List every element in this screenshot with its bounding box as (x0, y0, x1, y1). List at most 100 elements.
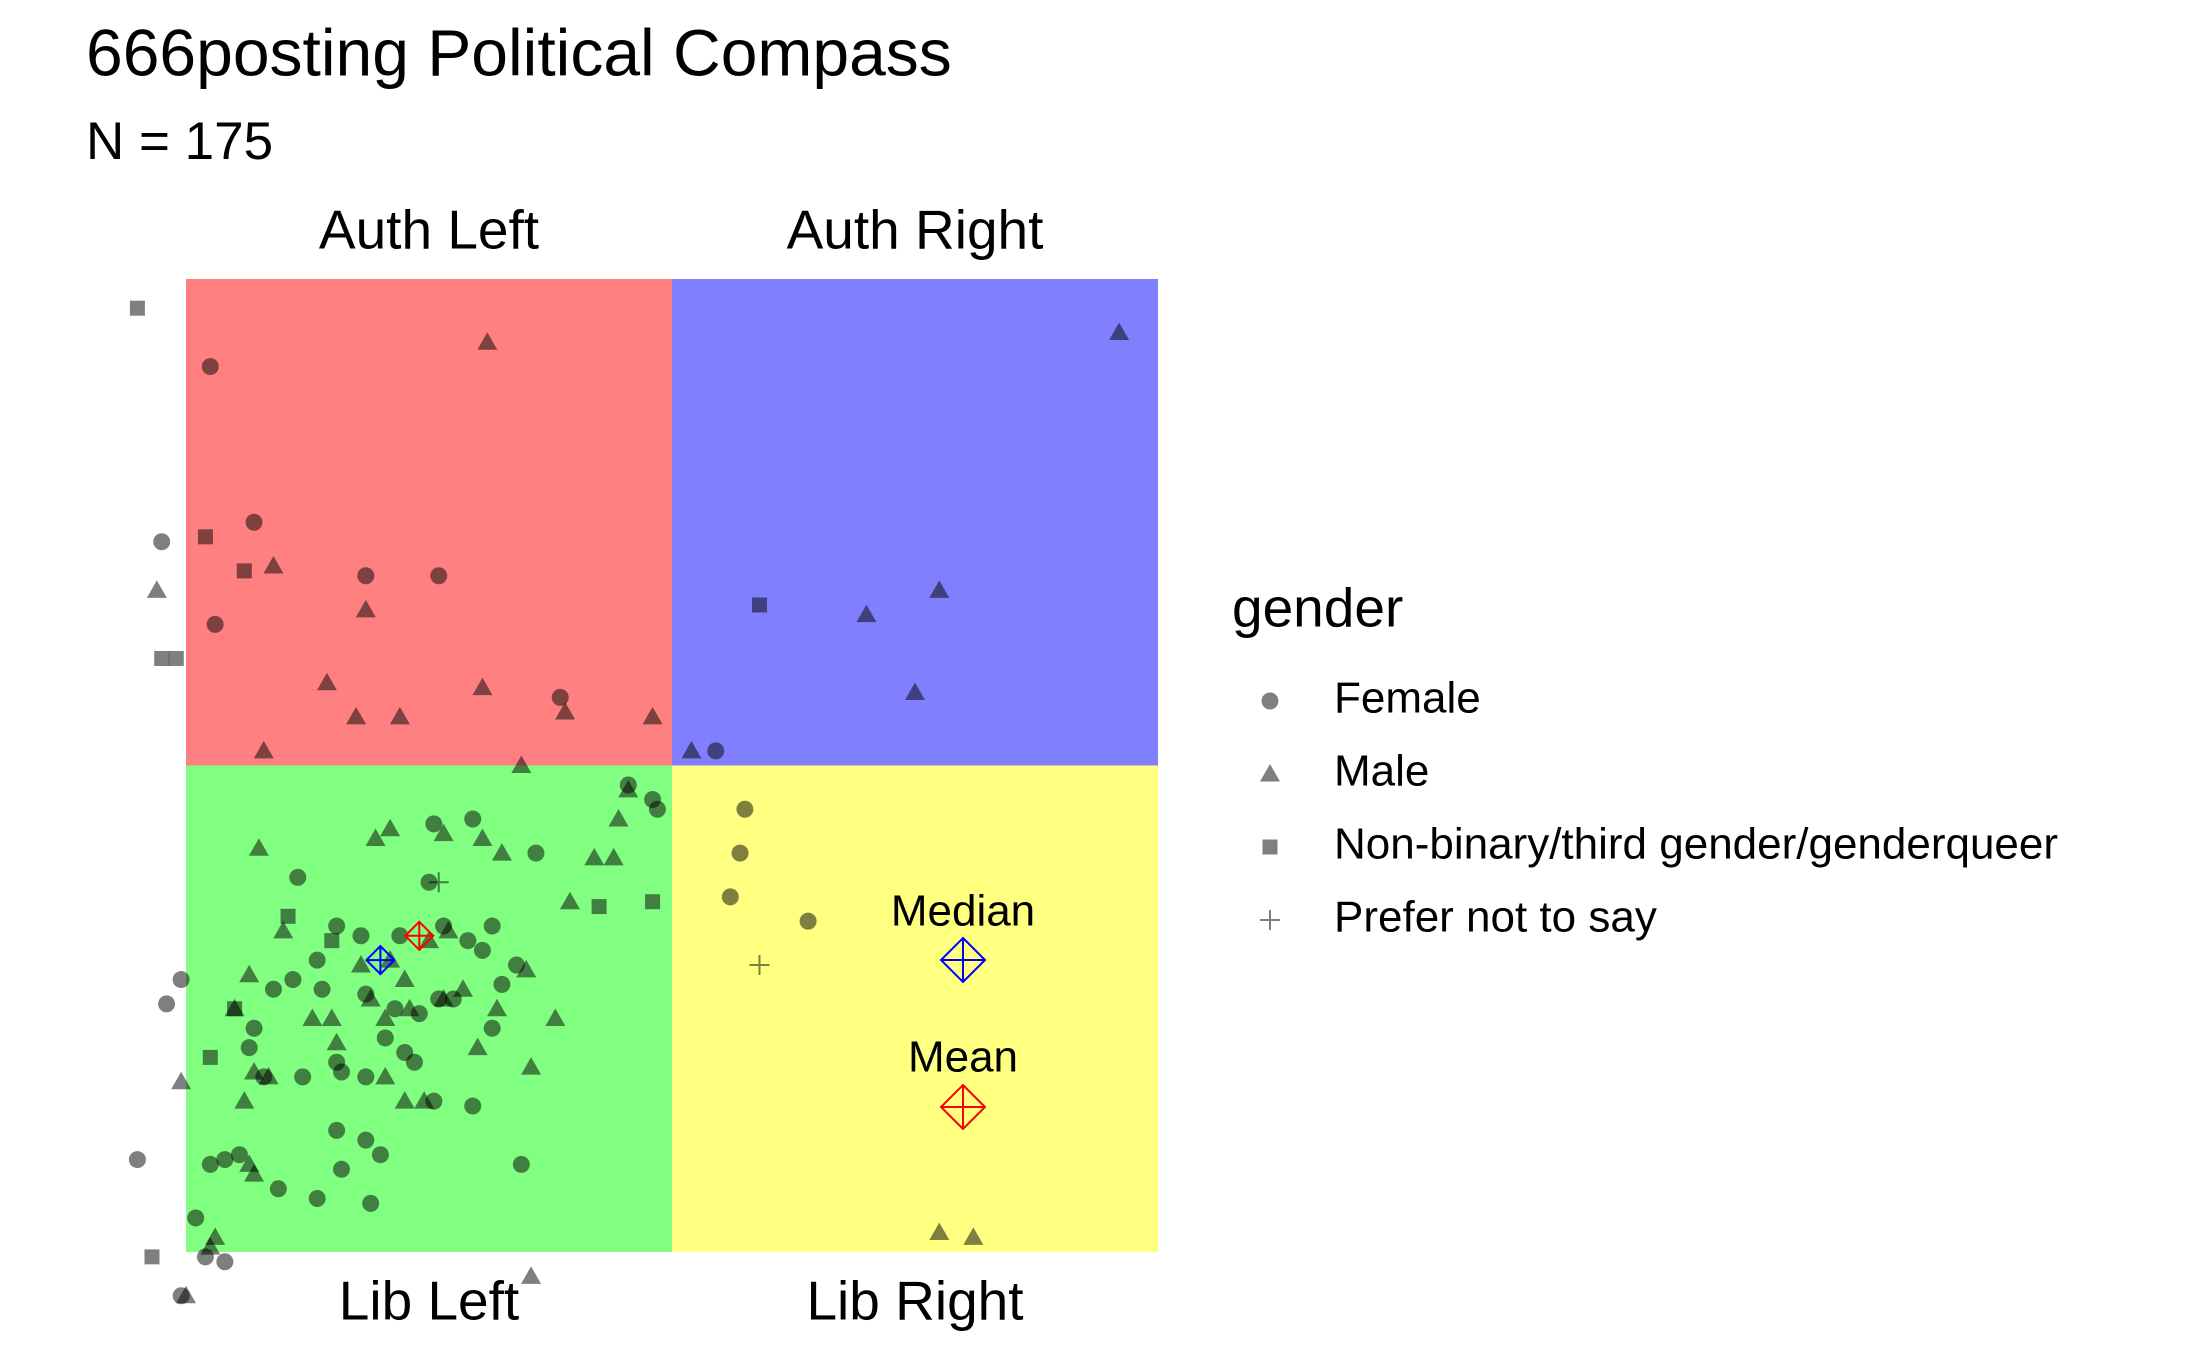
quadrant-label: Auth Right (787, 199, 1044, 261)
legend-marker (1260, 764, 1280, 782)
point (527, 844, 545, 862)
point (433, 989, 454, 1007)
point (129, 300, 145, 316)
chart-subtitle: N = 175 (86, 112, 273, 171)
point (171, 1071, 192, 1090)
point (472, 677, 493, 696)
point (751, 597, 767, 613)
point (473, 941, 491, 959)
point (438, 920, 459, 939)
point (405, 1053, 423, 1071)
point (244, 1061, 265, 1080)
point (284, 971, 302, 989)
point (187, 1209, 205, 1227)
point (905, 682, 925, 701)
point (240, 1039, 258, 1057)
point (464, 810, 482, 828)
point (736, 800, 754, 818)
summary-key: Median Mean (891, 887, 1035, 1131)
point (477, 332, 498, 350)
point (394, 1091, 415, 1109)
point (545, 1008, 566, 1026)
point (425, 815, 443, 833)
point (168, 650, 184, 666)
point (321, 1008, 342, 1026)
point (258, 1066, 279, 1085)
quadrant (186, 279, 672, 766)
point (128, 1151, 146, 1169)
point (269, 1180, 287, 1198)
point (324, 933, 340, 949)
legend-label: Non-binary/third gender/genderqueer (1334, 820, 2058, 869)
point (263, 556, 284, 574)
legend-label: Female (1334, 674, 1481, 723)
point (244, 1164, 265, 1182)
point (328, 917, 346, 935)
point (230, 1146, 248, 1164)
point (375, 1008, 396, 1026)
point (608, 809, 629, 827)
point (1109, 322, 1130, 341)
summary-marker (939, 936, 987, 984)
point (201, 1155, 219, 1173)
legend: gender Female Male Non-binary/third gender… (1232, 577, 2058, 942)
point (507, 956, 525, 974)
legend-marker (1260, 910, 1280, 930)
point (642, 706, 663, 725)
chart-title: 666posting Political Compass (86, 15, 952, 89)
point (459, 932, 477, 950)
summary-label: Mean (908, 1033, 1018, 1082)
point (253, 740, 274, 759)
quadrant-label: Auth Left (319, 199, 539, 261)
summary-marker (939, 1083, 987, 1131)
point (511, 755, 532, 773)
point (245, 513, 263, 531)
summary-label: Median (891, 887, 1035, 936)
point (352, 927, 370, 945)
point (146, 580, 167, 598)
point (239, 964, 260, 983)
point (308, 951, 326, 969)
summary-marker (364, 944, 396, 976)
legend-marker (1261, 692, 1279, 710)
legend-title: gender (1232, 577, 1403, 639)
point (493, 975, 511, 993)
point (414, 1091, 435, 1109)
point (357, 1068, 375, 1086)
point (731, 844, 749, 862)
point (648, 800, 666, 818)
point (362, 1194, 380, 1212)
point (483, 1019, 501, 1037)
point (521, 1266, 542, 1284)
point (273, 920, 294, 939)
legend-label: Male (1334, 747, 1429, 796)
point (472, 828, 493, 846)
point (380, 818, 401, 837)
point (645, 894, 661, 910)
point (333, 1063, 351, 1081)
point (206, 615, 224, 633)
point (236, 563, 252, 579)
point (516, 959, 537, 978)
point (350, 954, 371, 973)
quadrant (186, 765, 672, 1252)
point (158, 995, 176, 1013)
point (326, 1032, 347, 1051)
points (128, 300, 1130, 1305)
point (749, 954, 770, 975)
point (371, 1146, 389, 1164)
point (201, 358, 219, 376)
point (234, 1091, 255, 1109)
point (491, 843, 512, 861)
point (389, 706, 410, 725)
point (357, 567, 375, 585)
point (559, 891, 580, 910)
point (360, 989, 381, 1007)
point (394, 969, 415, 988)
point (430, 567, 448, 585)
point (216, 1253, 234, 1271)
summary-marker (403, 920, 435, 952)
point (333, 1160, 351, 1178)
point (176, 1285, 196, 1304)
point (467, 1037, 488, 1056)
